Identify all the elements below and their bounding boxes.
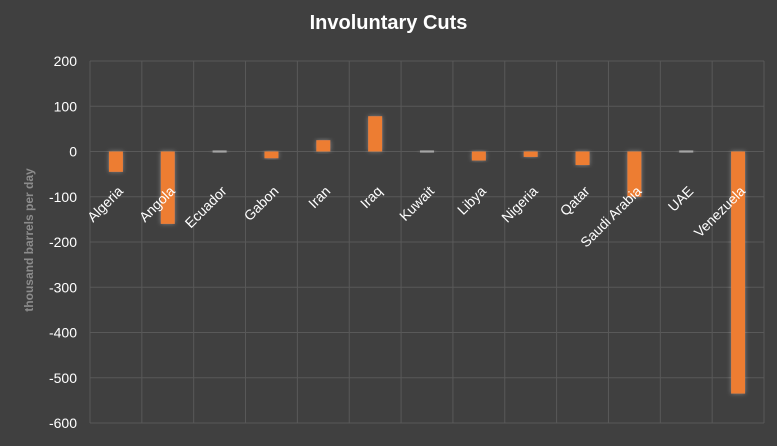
chart-title: Involuntary Cuts: [309, 12, 468, 34]
y-tick-label: 200: [54, 53, 78, 69]
x-tick-label: UAE: [665, 183, 697, 215]
x-tick-label: Gabon: [241, 183, 282, 224]
bar-ecuador: [212, 150, 227, 153]
bar-nigeria: [523, 151, 538, 157]
bar-libya: [471, 151, 486, 161]
x-tick-label: Qatar: [557, 183, 593, 219]
bar-venezuela: [731, 151, 746, 394]
y-tick-label: 0: [69, 144, 77, 160]
y-axis-label: thousand barrels per day: [22, 168, 36, 312]
bar-gabon: [264, 151, 279, 159]
x-tick-label: Iran: [305, 183, 333, 211]
y-tick-label: 100: [54, 98, 78, 114]
bar-angola: [160, 151, 175, 224]
bar-qatar: [575, 151, 590, 166]
y-tick-label: -200: [49, 234, 77, 250]
y-tick-label: -600: [49, 415, 77, 431]
y-tick-label: -400: [49, 325, 77, 341]
x-tick-label: Kuwait: [396, 183, 437, 224]
x-tick-label: Libya: [454, 183, 489, 218]
y-tick-label: -100: [49, 189, 77, 205]
bar-kuwait: [420, 150, 434, 153]
bar-uae: [679, 150, 694, 153]
x-tick-label: Iraq: [357, 183, 385, 211]
x-tick-label: Ecuador: [182, 183, 230, 231]
y-tick-label: -500: [49, 370, 77, 386]
bar-iraq: [368, 116, 383, 152]
bar-iran: [316, 140, 331, 152]
bar-saudi-arabia: [627, 151, 642, 197]
y-tick-label: -300: [49, 279, 77, 295]
bar-algeria: [108, 151, 123, 172]
